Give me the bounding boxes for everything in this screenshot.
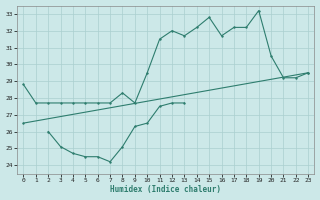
X-axis label: Humidex (Indice chaleur): Humidex (Indice chaleur) [110,185,221,194]
